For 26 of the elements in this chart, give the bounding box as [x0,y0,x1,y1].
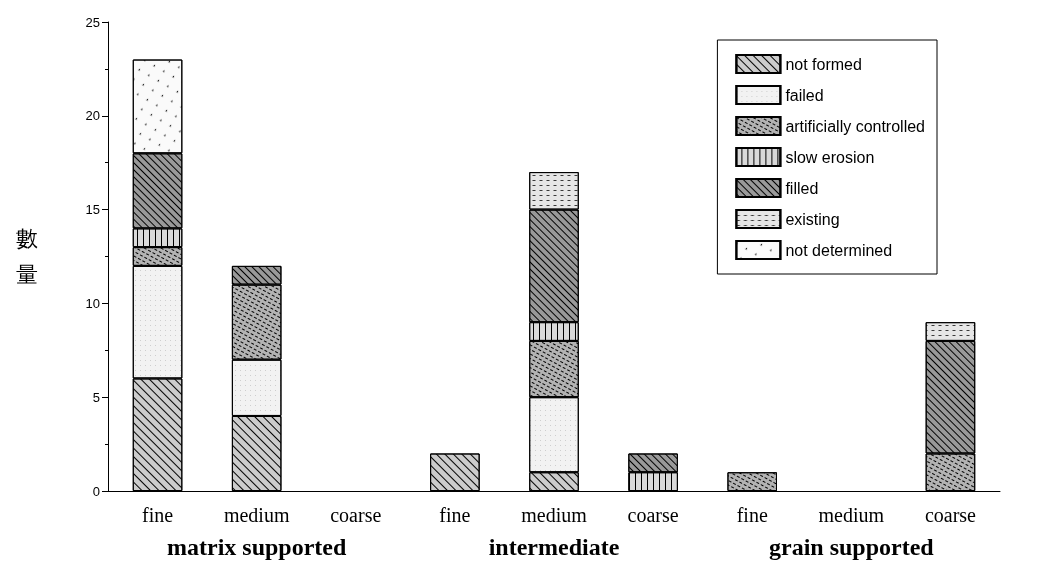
x-tick-label: coarse [330,504,382,526]
legend-label: not determined [785,241,893,259]
text: grain supported [768,534,935,560]
legend-label: filled [785,179,819,197]
legend-label: not formed [785,55,862,73]
text: intermediate [488,534,620,560]
text: matrix supported [166,534,347,560]
y-tick-label: 0 [92,483,100,499]
legend-label: artificially controlled [785,117,925,135]
y-axis-title: 數量 [16,226,38,287]
y-tick-label: 10 [85,295,100,311]
y-tick-label: 5 [92,389,100,405]
x-tick-label: coarse [924,504,977,526]
legend-label: slow erosion [785,148,875,166]
x-tick-label: medium [223,504,290,526]
x-tick-label: fine [142,504,174,526]
y-tick-label: 25 [85,14,100,30]
y-tick-label: 20 [85,108,100,124]
x-tick-label: coarse [627,504,679,526]
legend-label: failed [785,86,824,104]
x-tick-label: fine [439,504,471,526]
x-tick-label: medium [818,504,885,526]
x-tick-label: fine [736,504,768,526]
legend-label: existing [785,210,840,228]
y-tick-label: 15 [85,202,100,218]
x-tick-label: medium [521,504,588,526]
